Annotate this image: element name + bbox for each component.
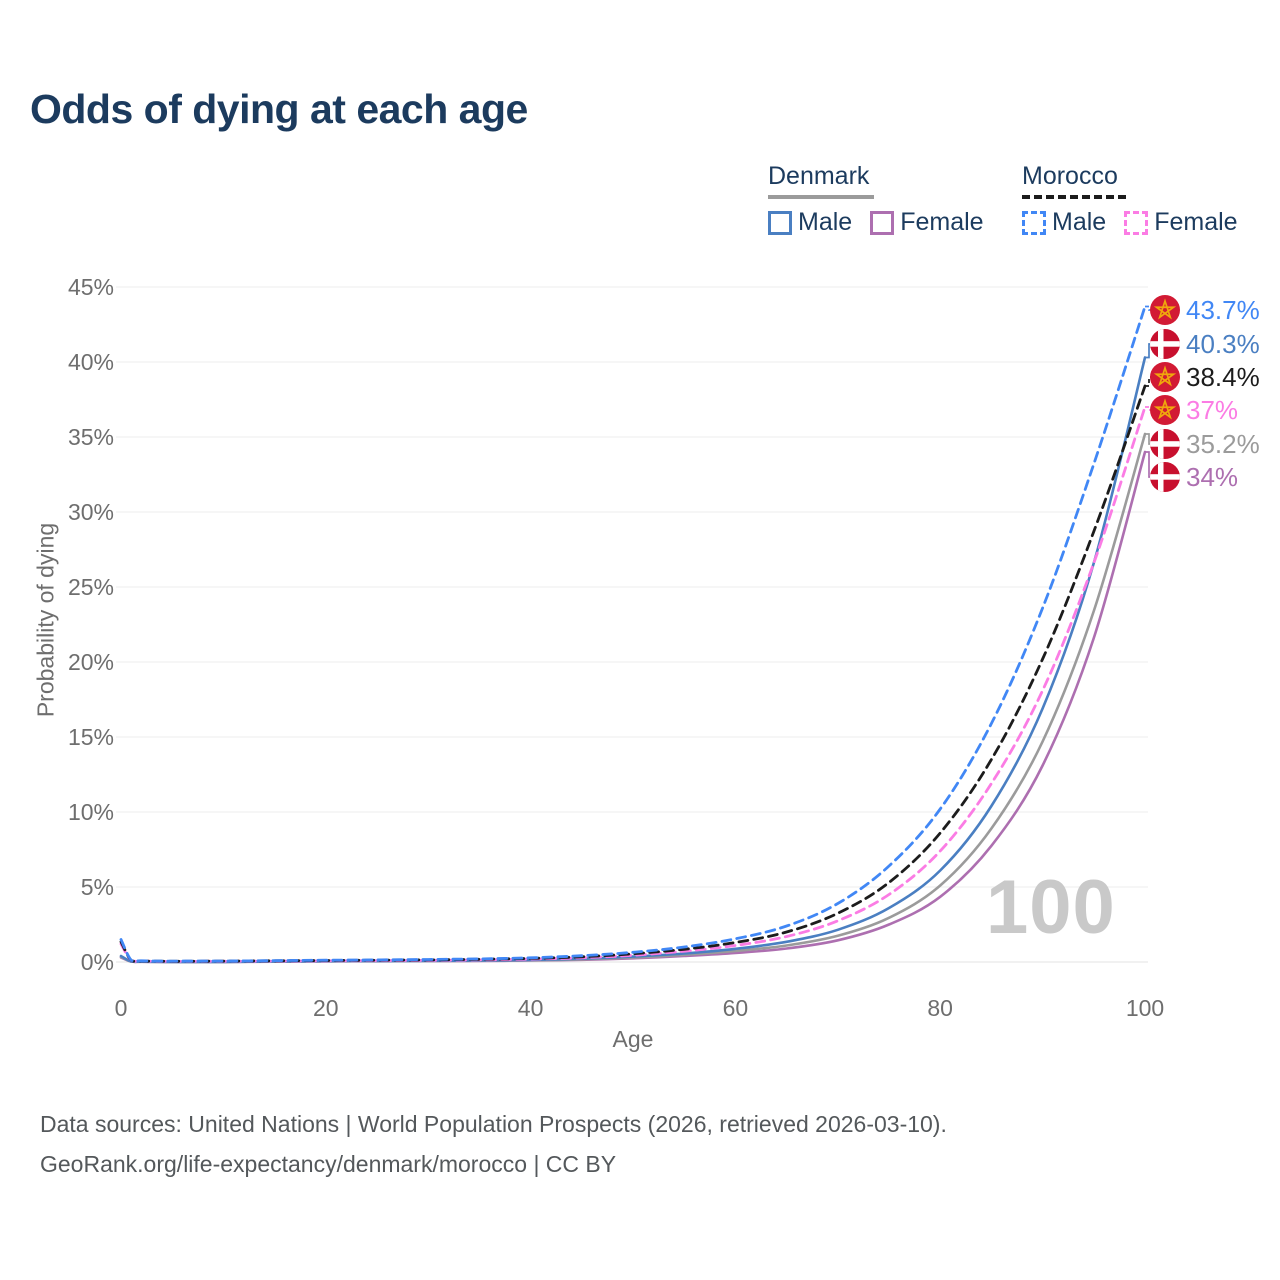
legend-label-denmark-female: Female xyxy=(900,208,984,236)
legend-country-morocco: Morocco xyxy=(1022,162,1118,190)
end-label-value: 34% xyxy=(1186,461,1239,492)
legend-swatch-morocco-male xyxy=(1022,210,1046,235)
legend-label-morocco-male: Male xyxy=(1052,208,1107,236)
x-axis-title: Age xyxy=(612,1026,654,1052)
x-axis-tick-label: 0 xyxy=(114,995,128,1021)
x-axis-tick-label: 100 xyxy=(1125,995,1165,1021)
y-axis-tick-label: 20% xyxy=(67,649,114,675)
y-axis-tick-label: 45% xyxy=(67,274,114,300)
legend-item-morocco-female[interactable]: Female xyxy=(1124,208,1238,237)
legend-item-denmark-female[interactable]: Female xyxy=(870,208,984,237)
hover-age-watermark: 100 xyxy=(986,865,1116,950)
footer-attribution-line: GeoRank.org/life-expectancy/denmark/moro… xyxy=(40,1151,617,1177)
y-axis-tick-label: 35% xyxy=(67,424,114,450)
end-label-value: 37% xyxy=(1186,394,1239,425)
y-axis-tick-label: 25% xyxy=(67,574,114,600)
chart-title: Odds of dying at each age xyxy=(30,86,528,132)
morocco-flag-icon xyxy=(1150,295,1180,325)
denmark-flag-icon xyxy=(1150,462,1180,492)
denmark-flag-icon xyxy=(1150,329,1180,359)
footer: Data sources: United Nations | World Pop… xyxy=(40,1104,947,1184)
y-axis-tick-label: 15% xyxy=(67,724,114,750)
legend-label-denmark-male: Male xyxy=(798,208,853,236)
x-axis-tick-label: 60 xyxy=(722,995,749,1021)
y-axis-tick-label: 0% xyxy=(80,949,114,975)
denmark-flag-icon xyxy=(1150,429,1180,459)
legend-item-morocco-male[interactable]: Male xyxy=(1022,208,1106,237)
legend-country-denmark: Denmark xyxy=(768,162,870,190)
x-axis-tick-label: 40 xyxy=(517,995,544,1021)
end-label-dk_f: 34% xyxy=(1150,462,1238,492)
footer-source-line: Data sources: United Nations | World Pop… xyxy=(40,1111,947,1137)
morocco-flag-icon xyxy=(1150,362,1180,392)
end-label-value: 43.7% xyxy=(1186,294,1260,325)
legend-group-denmark: Denmark Male Female xyxy=(768,162,1002,237)
legend-swatch-morocco-female xyxy=(1124,210,1149,235)
legend-group-morocco: Morocco Male Female xyxy=(1022,162,1256,237)
series-line-ma_m[interactable] xyxy=(119,305,1147,963)
legend-line-sample-morocco xyxy=(1022,195,1126,199)
y-axis-tick-label: 40% xyxy=(67,349,114,375)
end-label-value: 35.2% xyxy=(1186,428,1260,459)
legend-line-sample-denmark xyxy=(768,195,874,199)
end-label-ma_t: 38.4% xyxy=(1150,362,1260,392)
morocco-flag-icon xyxy=(1150,395,1180,425)
y-axis-tick-label: 30% xyxy=(67,499,114,525)
end-label-dk_t: 35.2% xyxy=(1150,429,1260,459)
y-axis-title: Probability of dying xyxy=(32,522,59,718)
y-axis-tick-label: 10% xyxy=(67,799,114,825)
x-axis-tick-label: 80 xyxy=(927,995,953,1021)
legend-item-denmark-male[interactable]: Male xyxy=(768,208,852,237)
end-label-ma_f: 37% xyxy=(1150,395,1238,425)
end-label-dk_m: 40.3% xyxy=(1150,329,1260,359)
legend-label-morocco-female: Female xyxy=(1154,208,1238,236)
end-label-value: 38.4% xyxy=(1186,361,1260,392)
x-axis-tick-label: 20 xyxy=(313,995,339,1021)
legend-swatch-denmark-female xyxy=(870,210,895,235)
plot-canvas[interactable] xyxy=(0,0,1280,1080)
end-label-value: 40.3% xyxy=(1186,328,1260,359)
legend-swatch-denmark-male xyxy=(768,210,792,235)
y-axis-tick-label: 5% xyxy=(80,874,114,900)
end-label-ma_m: 43.7% xyxy=(1150,295,1260,325)
